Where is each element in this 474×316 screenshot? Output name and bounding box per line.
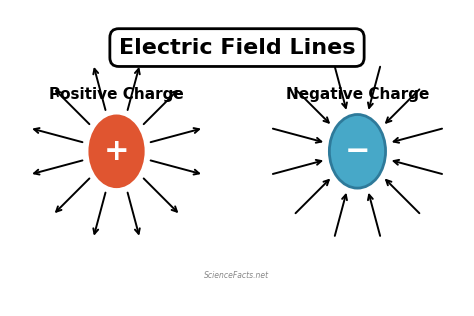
Text: ScienceFacts.net: ScienceFacts.net [204,270,270,280]
Text: −: − [345,137,370,166]
Text: Negative Charge: Negative Charge [286,87,429,102]
Ellipse shape [89,114,145,188]
Text: Positive Charge: Positive Charge [49,87,184,102]
Ellipse shape [329,114,385,188]
Text: +: + [104,137,129,166]
Text: Electric Field Lines: Electric Field Lines [119,38,355,58]
